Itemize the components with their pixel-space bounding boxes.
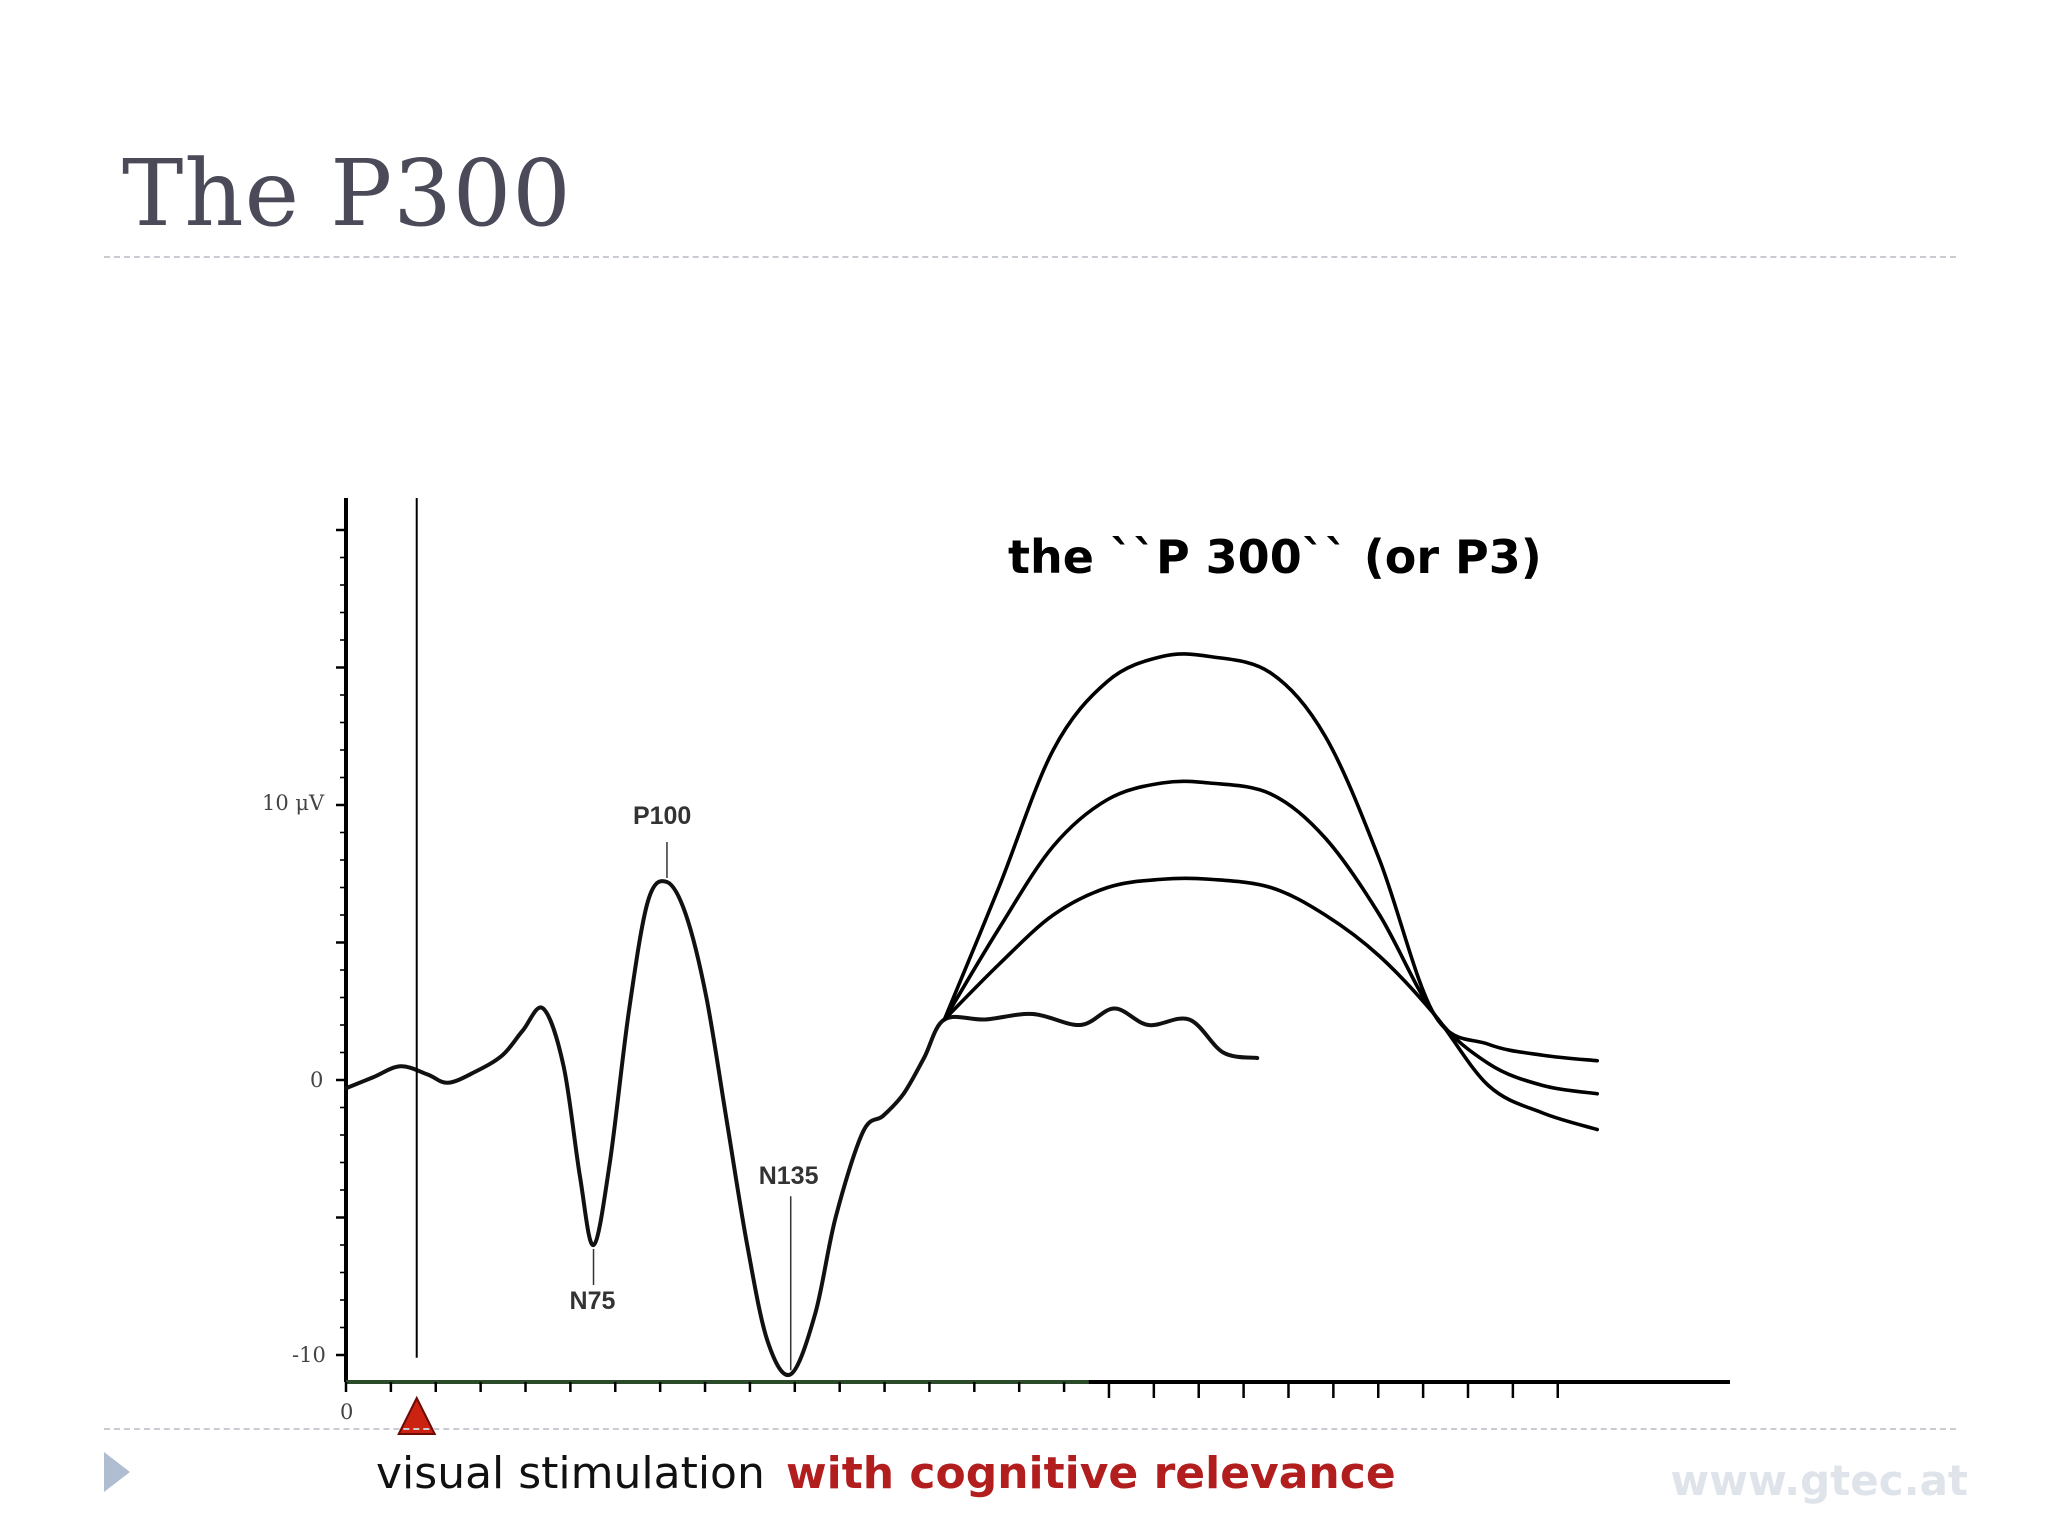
y-tick-label-minus-10: -10	[292, 1343, 326, 1367]
annotation-p100: P100	[632, 802, 692, 830]
annotation-n75: N75	[569, 1287, 616, 1315]
y-tick-label-0: 0	[310, 1068, 324, 1092]
title-divider	[104, 256, 1956, 258]
chart-ticks	[336, 528, 1560, 1398]
stimulus-triangle-icon	[397, 1395, 437, 1435]
slide-title: The P300	[122, 140, 572, 247]
series-line-1	[344, 879, 1260, 1377]
series-line-2	[942, 652, 1599, 1063]
y-tick-label-10: 10 μV	[262, 791, 325, 815]
stimulus-marker-group	[397, 498, 437, 1435]
caption-cognitive-relevance: with cognitive relevance	[786, 1448, 1396, 1499]
chart-title-p300: the ``P 300`` (or P3)	[1008, 530, 1542, 584]
series-line-4	[942, 876, 1599, 1132]
x-tick-label-0: 0	[340, 1400, 354, 1424]
chart-axes	[344, 498, 1730, 1384]
caption-visual-stimulation: visual stimulation	[376, 1448, 765, 1499]
series-line-3	[942, 779, 1599, 1096]
annotation-leaders	[592, 842, 792, 1371]
annotation-n135: N135	[758, 1162, 819, 1191]
bullet-arrow-icon	[104, 1452, 130, 1492]
footer-divider	[104, 1428, 1956, 1430]
chart-series	[344, 652, 1599, 1377]
footer-url: www.gtec.at	[1670, 1456, 1968, 1505]
